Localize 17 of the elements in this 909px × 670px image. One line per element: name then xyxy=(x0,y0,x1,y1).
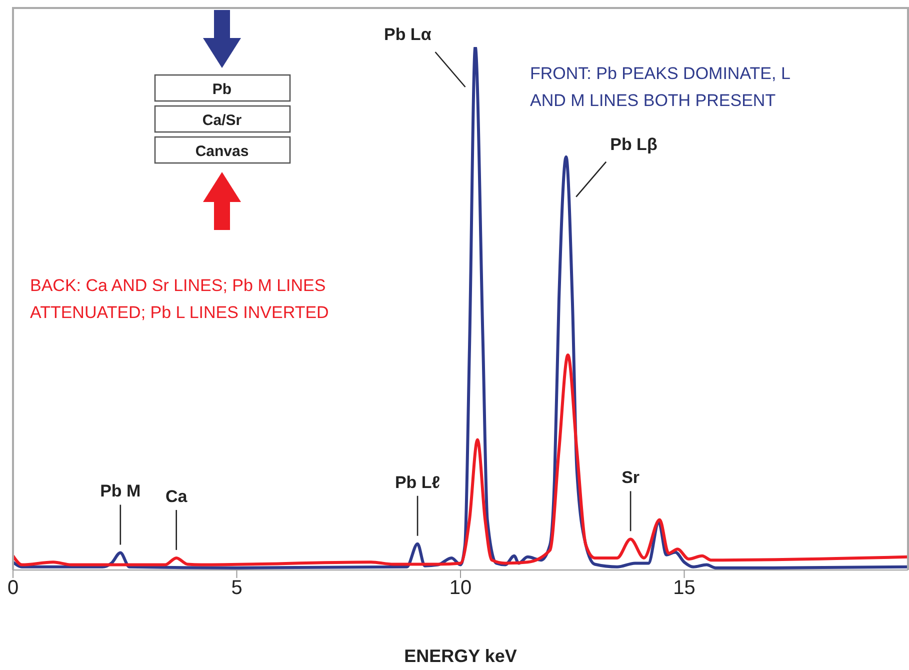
annotation: Pb M xyxy=(100,482,141,501)
x-tick-label: 10 xyxy=(449,577,472,600)
annotation: Sr xyxy=(622,468,640,488)
annotation: Pb Lα xyxy=(384,25,432,44)
text: FRONT: Pb PEAKS DOMINATE, L AND M LINES BOTH PRESENT xyxy=(530,63,791,112)
annotation: Canvas xyxy=(195,143,249,160)
annotation: Ca/Sr xyxy=(202,112,242,129)
annotation: Pb xyxy=(212,81,232,98)
x-tick-label: 15 xyxy=(673,577,696,600)
layer-diagram: Pb Ca/Sr Canvas xyxy=(154,10,291,230)
text: BACK: Ca AND Sr LINES; Pb M LINES ATTENUATED; Pb L LINES INVERTED xyxy=(30,275,330,324)
annotation: Pb Lβ xyxy=(610,134,658,154)
annotation: Pb Lℓ xyxy=(394,472,440,492)
x-tick-label: 5 xyxy=(231,577,242,600)
annotation: Ca xyxy=(165,486,188,506)
x-axis-title: ENERGY keV xyxy=(404,646,517,666)
x-tick-label: 0 xyxy=(7,577,19,600)
